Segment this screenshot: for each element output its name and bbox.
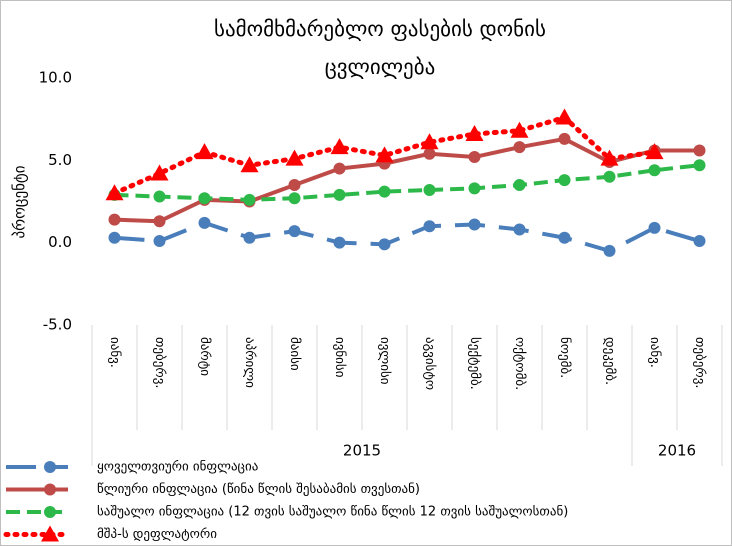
legend-marker xyxy=(44,506,56,518)
data-point xyxy=(378,185,391,198)
data-point xyxy=(198,192,211,205)
data-point xyxy=(333,236,346,249)
y-tick-label: 0.0 xyxy=(48,233,72,251)
data-point xyxy=(330,138,349,155)
x-tick-label: თებერვ. xyxy=(152,337,167,389)
data-point xyxy=(645,143,664,160)
y-axis-label: პროცენტი xyxy=(11,165,29,238)
y-tick-label: 5.0 xyxy=(48,151,72,169)
data-point xyxy=(150,164,169,181)
data-point xyxy=(105,184,124,201)
data-point xyxy=(423,183,436,196)
data-point xyxy=(600,149,619,166)
x-tick-label: ოქტომბ. xyxy=(512,337,527,390)
data-point xyxy=(510,121,529,138)
data-point xyxy=(288,179,301,192)
data-point xyxy=(468,182,481,195)
data-point xyxy=(468,218,481,231)
x-tick-label: იანვ. xyxy=(107,337,122,368)
x-tick-label: იანვ. xyxy=(647,337,662,368)
data-point xyxy=(108,213,121,226)
y-tick-label: -5.0 xyxy=(43,316,72,334)
data-point xyxy=(108,231,121,244)
x-tick-label: აგვისტო xyxy=(422,337,437,390)
x-tick-label: ნოემბ. xyxy=(557,337,572,378)
data-point xyxy=(198,216,211,229)
legend-marker xyxy=(44,483,56,496)
data-point xyxy=(153,235,166,248)
data-point xyxy=(648,221,661,234)
data-point xyxy=(513,141,526,154)
x-tick-label: მაისი xyxy=(287,337,302,371)
legend-marker xyxy=(44,461,56,473)
data-point xyxy=(243,231,256,244)
data-point xyxy=(513,179,526,192)
data-point xyxy=(378,238,391,251)
data-point xyxy=(693,235,706,248)
data-point xyxy=(243,193,256,206)
legend-label: მშპ-ს დეფლატორი xyxy=(97,527,217,542)
data-point xyxy=(288,192,301,205)
data-point xyxy=(555,108,574,125)
x-tick-label: აპრილი xyxy=(242,337,257,388)
x-group-label: 2015 xyxy=(343,442,381,460)
x-tick-label: სექტემბ. xyxy=(467,337,482,390)
series-line xyxy=(114,220,701,254)
data-point xyxy=(558,132,571,145)
legend-label: ყოველთვიური ინფლაცია xyxy=(97,460,258,475)
data-point xyxy=(603,244,616,257)
x-tick-label: დეკემბ. xyxy=(602,337,617,385)
data-point xyxy=(648,164,661,177)
data-point xyxy=(603,170,616,183)
data-point xyxy=(285,149,304,166)
data-point xyxy=(153,190,166,203)
legend-label: წლიური ინფლაცია (წინა წლის შესაბამის თვე… xyxy=(97,482,420,497)
data-point xyxy=(195,143,214,160)
series-line xyxy=(114,163,700,202)
data-point xyxy=(288,225,301,238)
data-point xyxy=(333,162,346,175)
data-point xyxy=(465,124,484,141)
data-point xyxy=(153,215,166,228)
legend-marker xyxy=(41,525,59,542)
x-tick-label: ივლისი xyxy=(377,337,392,385)
chart-title: სამომხმარებლო ფასების დონის xyxy=(214,17,546,41)
x-tick-label: ივნისი xyxy=(332,337,347,378)
data-point xyxy=(333,188,346,201)
data-point xyxy=(468,151,481,164)
x-group-label: 2016 xyxy=(658,442,696,460)
data-point xyxy=(558,231,571,244)
x-tick-label: თებერვ. xyxy=(692,337,707,389)
data-point xyxy=(423,220,436,233)
data-point xyxy=(423,147,436,160)
data-point xyxy=(558,174,571,187)
data-point xyxy=(240,156,259,173)
y-tick-label: 10.0 xyxy=(39,69,72,87)
data-point xyxy=(693,144,706,157)
chart-title: ცვლილება xyxy=(325,55,436,79)
data-point xyxy=(513,223,526,236)
data-point xyxy=(375,146,394,163)
data-point xyxy=(420,133,439,150)
data-point xyxy=(693,159,706,172)
x-tick-label: მარტი xyxy=(197,337,212,376)
legend-label: საშუალო ინფლაცია (12 თვის საშუალო წინა წ… xyxy=(97,505,568,520)
